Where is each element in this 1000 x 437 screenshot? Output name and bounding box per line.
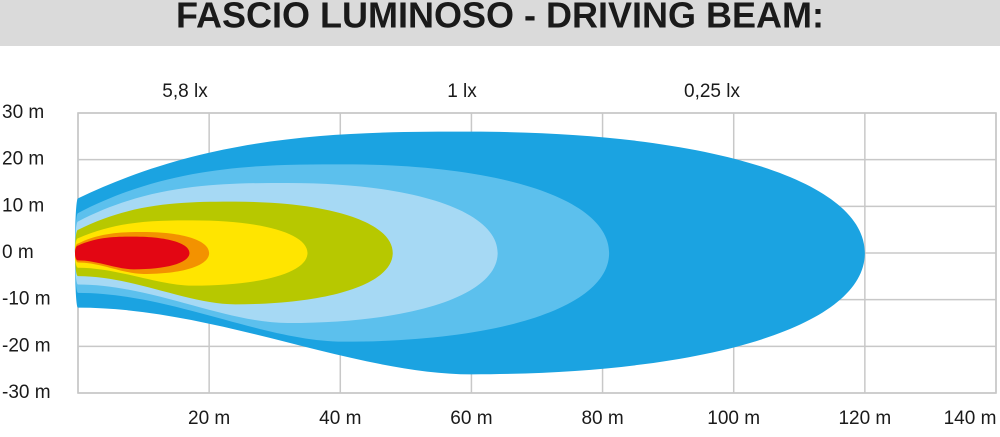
y-tick-label: -10 m — [2, 289, 51, 310]
y-tick-label: 20 m — [2, 149, 44, 170]
chart-title: FASCIO LUMINOSO - DRIVING BEAM: — [176, 0, 824, 36]
annotation: 5,8 lx — [162, 81, 208, 102]
tick-labels: 30 m 20 m 10 m 0 m -10 m -20 m -30 m 20 m 40 m 60… — [2, 102, 996, 429]
beam-zone — [75, 236, 190, 270]
x-tick-label: 100 m — [707, 408, 760, 429]
y-tick-label: 0 m — [2, 242, 34, 263]
title-bar — [0, 0, 1000, 46]
y-tick-label: -20 m — [2, 335, 51, 356]
x-tick-label: 60 m — [450, 408, 492, 429]
y-tick-label: 10 m — [2, 195, 44, 216]
x-tick-label: 40 m — [319, 408, 361, 429]
x-tick-label: 20 m — [188, 408, 230, 429]
annotation: 1 lx — [447, 81, 477, 102]
y-tick-label: 30 m — [2, 102, 44, 123]
x-tick-label: 140 m — [944, 408, 997, 429]
y-tick-label: -30 m — [2, 382, 51, 403]
zones — [75, 131, 865, 375]
x-tick-label: 120 m — [838, 408, 891, 429]
x-tick-label: 80 m — [581, 408, 623, 429]
annotation: 0,25 lx — [684, 81, 740, 102]
